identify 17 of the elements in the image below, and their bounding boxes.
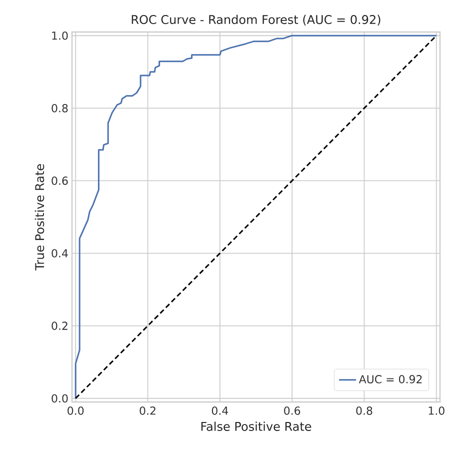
x-tick-label: 0.4 xyxy=(212,406,228,415)
x-tick-label: 0.8 xyxy=(356,406,372,415)
y-tick-label: 0.4 xyxy=(52,249,68,258)
x-tick-label: 1.0 xyxy=(428,406,444,415)
y-tick-label: 0.8 xyxy=(52,104,68,112)
x-tick-label: 0.6 xyxy=(284,406,300,415)
chart-title: ROC Curve - Random Forest (AUC = 0.92) xyxy=(132,14,380,26)
line-series xyxy=(74,34,438,400)
y-tick-label: 0.6 xyxy=(52,176,68,185)
y-tick-label: 1.0 xyxy=(52,31,68,40)
x-tick-label: 0.0 xyxy=(68,406,84,415)
x-axis-title: False Positive Rate xyxy=(201,422,312,431)
x-tick-label: 0.2 xyxy=(140,406,156,415)
y-tick-label: 0.2 xyxy=(52,322,68,330)
y-axis-title: True Positive Rate xyxy=(34,164,44,270)
legend-label: AUC = 0.92 xyxy=(358,375,422,384)
y-tick-label: 0.0 xyxy=(52,394,68,403)
